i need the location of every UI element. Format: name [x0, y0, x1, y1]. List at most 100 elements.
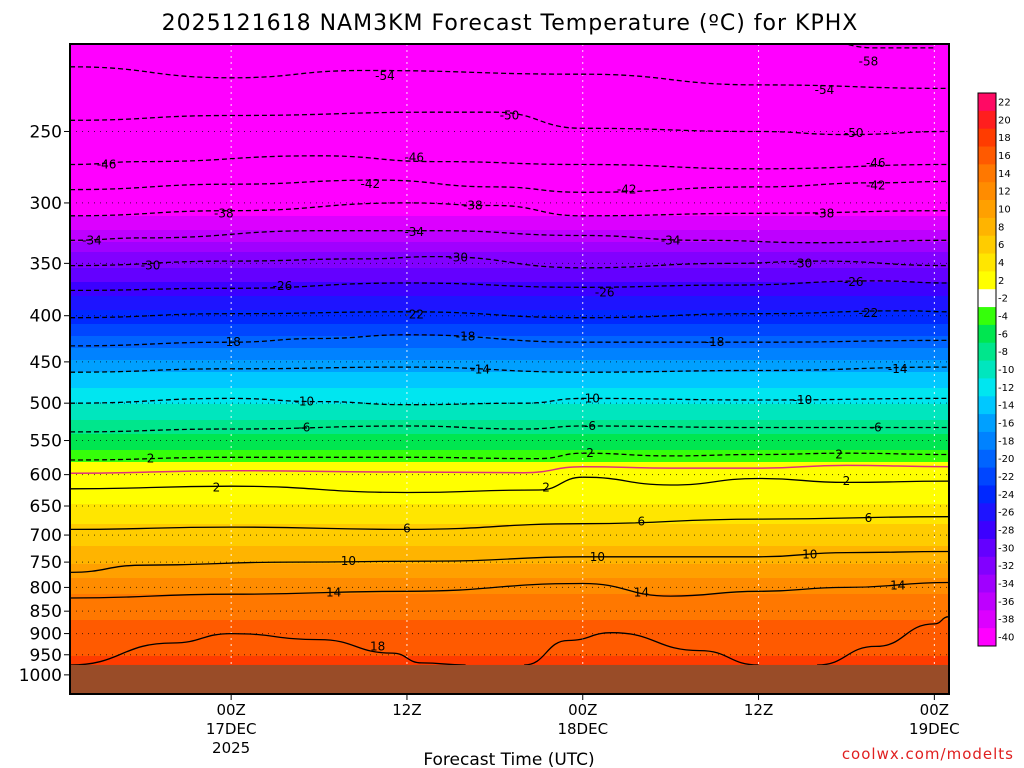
contour-label-22: -26 [844, 275, 864, 289]
y-tick-label-550: 550 [30, 432, 62, 452]
colorbar-label-14: -8 [998, 347, 1008, 358]
contour-label-18: -30 [448, 251, 468, 265]
contour-line-7 [70, 255, 949, 269]
contour-label-40: 2 [542, 480, 550, 494]
colorbar-label-9: 4 [998, 258, 1004, 269]
colorbar-label-25: -30 [998, 543, 1014, 554]
colorbar-swatch-5 [978, 182, 996, 201]
contour-label-11: -38 [214, 206, 234, 220]
contour-label-26: -18 [456, 330, 476, 344]
colorbar-swatch-20 [978, 449, 996, 469]
contour-label-13: -38 [815, 206, 835, 220]
y-tick-label-600: 600 [30, 466, 62, 486]
colorbar-swatch-26 [978, 556, 996, 576]
colorbar-swatch-27 [978, 574, 996, 593]
contour-label-45: 10 [341, 554, 356, 568]
colorbar-swatch-10 [978, 271, 996, 290]
contour-line-10 [70, 334, 949, 347]
colorbar-label-28: -36 [998, 597, 1014, 608]
colorbar-label-13: -6 [998, 329, 1008, 340]
contour-label-0: -58 [859, 54, 879, 68]
credit-text: coolwx.com/modelts [842, 745, 1014, 763]
contour-label-19: -30 [793, 256, 813, 270]
colorbar-label-8: 6 [998, 240, 1004, 251]
contour-label-39: 2 [213, 480, 221, 494]
x-tick-label-30-2: 18DEC [557, 720, 608, 738]
colorbar-label-10: 2 [998, 276, 1004, 287]
colorbar-swatch-12 [978, 307, 996, 326]
contour-line-1 [70, 66, 949, 90]
contour-label-43: 6 [638, 514, 646, 528]
contour-label-42: 6 [403, 521, 411, 535]
contour-label-10: -42 [866, 179, 886, 193]
contour-label-44: 6 [865, 511, 873, 525]
contour-line-20 [70, 632, 466, 666]
y-tick-label-650: 650 [30, 497, 62, 517]
colorbar-swatch-25 [978, 538, 996, 558]
y-tick-label-900: 900 [30, 625, 62, 645]
y-tick-label-350: 350 [30, 254, 62, 274]
colorbar-label-22: -24 [998, 490, 1014, 501]
contour-label-4: -50 [844, 126, 864, 140]
colorbar-frame [977, 92, 997, 647]
y-tick-label-750: 750 [30, 553, 62, 573]
colorbar-swatch-18 [978, 414, 996, 433]
contour-line-0 [843, 44, 935, 49]
contour-label-51: 18 [370, 639, 385, 653]
colorbar-label-4: 14 [998, 169, 1011, 180]
contour-label-3: -50 [500, 108, 520, 122]
x-tick-label-6-1: 00Z [216, 701, 245, 719]
ground-surface [70, 664, 949, 694]
colorbar-label-30: -40 [998, 633, 1014, 644]
y-axis: 250 300 350 400 450 500 550 600 650 700 750 800 850 9… [19, 122, 70, 686]
x-tick-label-18-1: 12Z [392, 701, 421, 719]
contour-line-16 [70, 476, 949, 494]
grid-lines [70, 44, 949, 694]
colorbar-label-19: -18 [998, 436, 1014, 447]
contour-label-6: -46 [404, 150, 424, 164]
colorbar-swatch-23 [978, 503, 996, 522]
colorbar-label-15: -10 [998, 365, 1014, 376]
contour-label-12: -38 [463, 199, 483, 213]
colorbar-swatch-30 [978, 628, 996, 647]
contour-label-9: -42 [617, 183, 637, 197]
contour-label-17: -30 [141, 259, 161, 273]
colorbar-swatch-16 [978, 378, 996, 397]
colorbar-label-18: -16 [998, 419, 1014, 430]
x-tick-label-6-2: 17DEC [206, 720, 257, 738]
colorbar-label-23: -26 [998, 508, 1014, 519]
contour-label-29: -14 [888, 362, 908, 376]
contour-label-5: -46 [97, 158, 117, 172]
y-tick-label-700: 700 [30, 526, 62, 546]
colorbar-swatch-22 [978, 485, 996, 504]
y-tick-label-450: 450 [30, 353, 62, 373]
colorbar-label-3: 16 [998, 151, 1011, 162]
colorbar-label-12: -4 [998, 311, 1008, 322]
colorbar-swatch-13 [978, 324, 996, 344]
contour-label-27: -18 [705, 335, 725, 349]
colorbar-swatch-15 [978, 360, 996, 379]
colorbar-label-5: 12 [998, 187, 1011, 198]
colorbar-swatch-0 [978, 93, 996, 112]
contour-label-41: 2 [843, 474, 851, 488]
colorbar-label-11: -2 [998, 294, 1008, 305]
contour-label-23: -22 [404, 308, 424, 322]
y-tick-label-1000: 1000 [19, 666, 62, 686]
colorbar-swatch-8 [978, 235, 996, 255]
contour-label-14: -34 [82, 233, 102, 247]
colorbar-label-1: 20 [998, 115, 1011, 126]
contour-label-15: -34 [404, 225, 424, 239]
contour-label-37: 2 [586, 446, 594, 460]
contour-label-46: 10 [590, 550, 605, 564]
colorbar-swatch-28 [978, 592, 996, 611]
contour-label-32: -10 [793, 393, 813, 407]
colorbar-swatch-11 [978, 289, 996, 308]
colorbar-label-16: -12 [998, 383, 1014, 394]
colorbar-label-6: 10 [998, 204, 1011, 215]
colorbar-label-0: 22 [998, 97, 1011, 108]
contour-labels: -58 -54 -54 -50 -50 -46 -46 -46 -42 -42 -42 -38 -38 -… [82, 54, 907, 653]
contour-line-8 [70, 280, 949, 292]
colorbar-swatch-21 [978, 467, 996, 486]
colorbar-label-20: -20 [998, 454, 1014, 465]
